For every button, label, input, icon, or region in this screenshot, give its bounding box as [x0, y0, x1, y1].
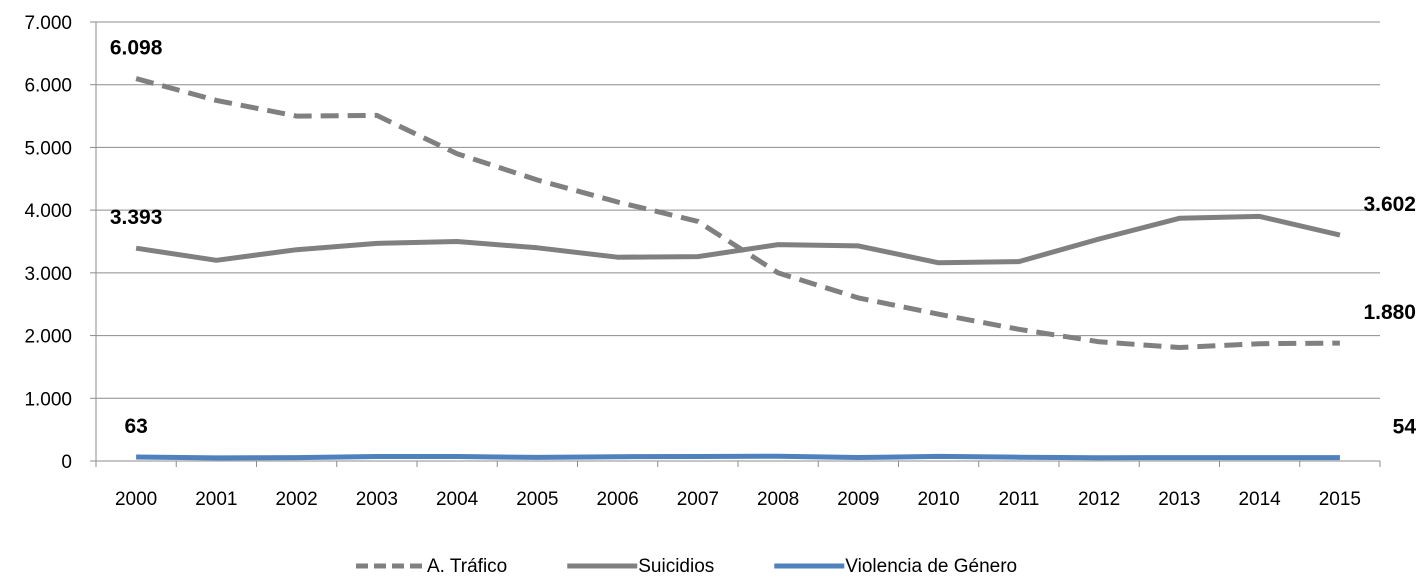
legend-label-2: Violencia de Género — [845, 556, 1017, 577]
data-label: 1.880 — [1363, 301, 1416, 324]
data-label: 63 — [124, 415, 147, 438]
legend: A. Tráfico Suicidios Violencia de Género — [356, 556, 1017, 577]
data-label: 54 — [1393, 416, 1416, 439]
x-tick-label: 2012 — [1078, 489, 1120, 510]
x-axis-tick-labels: 2000 2001 2002 2003 2004 2005 2006 2007 2008 2009… — [115, 489, 1361, 510]
x-tick-label: 2000 — [115, 489, 157, 510]
y-tick-label: 0 — [61, 452, 72, 473]
y-tick-label: 3.000 — [24, 264, 72, 285]
legend-label-0: A. Tráfico — [427, 556, 507, 577]
x-tick-label: 2003 — [356, 489, 398, 510]
x-tick-label: 2014 — [1238, 489, 1281, 510]
x-tick-label: 2001 — [195, 489, 237, 510]
data-label: 3.393 — [110, 206, 163, 229]
y-tick-label: 6.000 — [24, 76, 72, 97]
series-line-1 — [135, 213, 1341, 266]
x-tick-label: 2006 — [596, 489, 638, 510]
x-tick-label: 2015 — [1319, 489, 1361, 510]
x-tick-label: 2005 — [516, 489, 558, 510]
gridlines — [96, 21, 1380, 399]
y-tick-label: 5.000 — [24, 138, 72, 159]
x-tick-label: 2002 — [275, 489, 317, 510]
y-tick-label: 7.000 — [24, 13, 72, 34]
series-line-0 — [135, 76, 1340, 350]
x-tick-label: 2004 — [436, 489, 479, 510]
data-label: 3.602 — [1363, 193, 1416, 216]
x-tick-label: 2010 — [917, 489, 959, 510]
x-tick-label: 2008 — [757, 489, 799, 510]
y-tick-label: 1.000 — [24, 389, 72, 410]
series-line-2 — [136, 453, 1340, 461]
data-labels: 6.098 3.393 3.602 1.880 63 54 — [110, 37, 1416, 439]
series-lines — [135, 76, 1341, 461]
y-axis-tick-labels: 0 1.000 2.000 3.000 4.000 5.000 6.000 7.000 — [24, 13, 72, 473]
legend-label-1: Suicidios — [638, 556, 714, 577]
y-tick-label: 2.000 — [24, 327, 72, 348]
axes — [90, 21, 1381, 467]
y-tick-label: 4.000 — [24, 201, 72, 222]
data-label: 6.098 — [110, 37, 163, 60]
x-tick-label: 2013 — [1158, 489, 1200, 510]
x-tick-label: 2011 — [998, 489, 1039, 510]
x-tick-label: 2009 — [837, 489, 879, 510]
x-tick-label: 2007 — [677, 489, 719, 510]
